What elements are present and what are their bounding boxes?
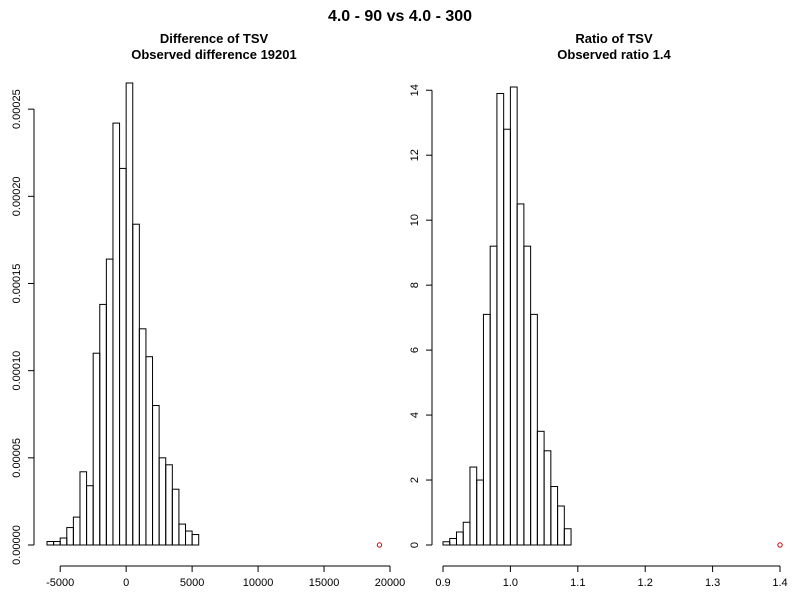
x-tick-label: -5000 [46, 577, 74, 589]
histogram-bar [490, 246, 497, 545]
histogram-bar [504, 129, 511, 545]
histogram-bar [87, 486, 94, 545]
observed-point [778, 543, 782, 547]
x-tick-label: 1.1 [570, 577, 585, 589]
histogram-bar [139, 329, 146, 545]
histogram-bar [133, 224, 140, 545]
y-tick-label: 0.00015 [11, 264, 23, 304]
histogram-bar [510, 87, 517, 545]
observed-point [377, 543, 381, 547]
x-tick-label: 0.9 [435, 577, 450, 589]
x-tick-label: 5000 [180, 577, 204, 589]
histogram-bar [172, 489, 179, 545]
y-tick-label: 4 [409, 412, 421, 418]
histogram-bar [192, 535, 199, 545]
y-tick-label: 0.00010 [11, 351, 23, 391]
histogram-bar [517, 204, 524, 545]
histogram-bar [159, 458, 166, 545]
y-tick-label: 6 [409, 347, 421, 353]
histogram-bar [47, 542, 54, 545]
x-tick-label: 1.0 [503, 577, 518, 589]
histogram-bar [146, 357, 153, 545]
histogram-bar [120, 168, 127, 545]
histogram-bar [186, 531, 193, 545]
histogram-bar [73, 517, 80, 545]
histogram-bar [537, 431, 544, 545]
y-tick-label: 0.00020 [11, 176, 23, 216]
histogram-bar [166, 465, 173, 545]
histogram-bar [54, 542, 61, 545]
y-tick-label: 8 [409, 282, 421, 288]
histogram-bar [551, 487, 558, 545]
histogram-bar [80, 472, 87, 545]
histogram-bar [113, 123, 120, 545]
x-tick-label: 20000 [375, 577, 406, 589]
histogram-bar [60, 538, 67, 545]
histogram-bar [558, 506, 565, 545]
histogram-bar [477, 480, 484, 545]
histogram-bar [450, 539, 457, 545]
y-tick-label: 0.00005 [11, 438, 23, 478]
histogram-bar [524, 246, 531, 545]
histogram-bar [67, 528, 74, 545]
ratio-histogram: 0.9 1.0 1.1 1.2 1.3 1.4 0 2 4 6 8 10 12 14 [409, 84, 788, 589]
histogram-bar [106, 259, 113, 545]
histogram-bar [470, 467, 477, 545]
y-tick-label: 0.00000 [11, 525, 23, 565]
histogram-bar [456, 532, 463, 545]
x-tick-label: 1.2 [638, 577, 653, 589]
histogram-bar [93, 353, 100, 545]
x-tick-label: 0 [123, 577, 129, 589]
histogram-bar [483, 314, 490, 545]
x-tick-label: 1.4 [772, 577, 787, 589]
histogram-bar [463, 522, 470, 545]
histogram-bar [100, 304, 107, 545]
difference-histogram: -5000 0 5000 10000 15000 20000 0.00000 0.00005 0… [11, 83, 405, 589]
histogram-bar [153, 406, 160, 545]
y-tick-label: 0.00025 [11, 89, 23, 129]
x-tick-label: 10000 [243, 577, 274, 589]
histogram-bar [126, 83, 133, 545]
histogram-bar [497, 93, 504, 545]
histogram-bar [531, 314, 538, 545]
y-tick-label: 14 [409, 84, 421, 96]
histogram-bar [179, 524, 186, 545]
x-tick-label: 15000 [309, 577, 340, 589]
y-tick-label: 10 [409, 214, 421, 226]
histogram-bar [443, 542, 450, 545]
histogram-bar [564, 529, 571, 545]
y-tick-label: 12 [409, 149, 421, 161]
x-tick-label: 1.3 [705, 577, 720, 589]
histogram-bar [544, 451, 551, 545]
y-tick-label: 2 [409, 477, 421, 483]
y-tick-label: 0 [409, 542, 421, 548]
